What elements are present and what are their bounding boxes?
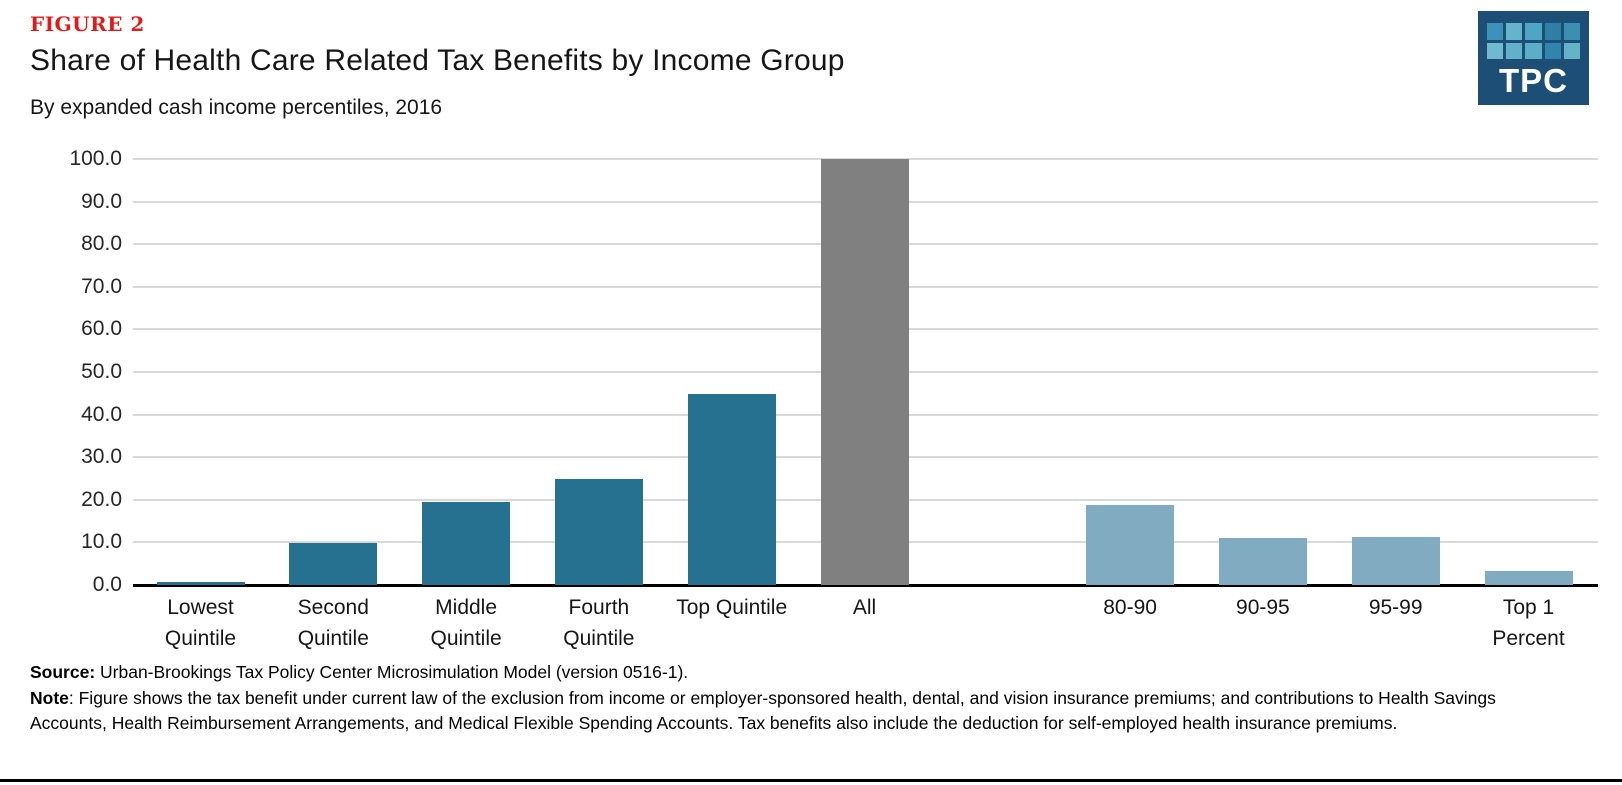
y-axis: 0.0 10.0 20.0 30.0 40.0 50.0 60.0 70.0 80.0 90.0 1… [22,147,122,596]
y-tick-label-0: 0.0 [92,573,122,596]
figure-label: FIGURE 2 [30,12,145,36]
logo-square [1487,23,1504,40]
x-label-second-quintile: Second Quintile [263,592,403,654]
tpc-logo: TPC [1478,11,1589,105]
x-label-line: Middle [435,596,498,619]
y-tick-label-20: 20.0 [81,487,122,511]
bottom-divider [0,779,1622,782]
bar-fourth-quintile [554,478,643,585]
logo-square [1506,42,1523,59]
y-tick-label-90: 90.0 [81,189,122,213]
x-label-fourth-quintile: Fourth Quintile [529,592,669,654]
source-line: Source: Urban-Brookings Tax Policy Cente… [30,660,1555,686]
tpc-logo-text: TPC [1499,62,1568,99]
y-tick-label-60: 60.0 [81,317,122,341]
y-tick-label-70: 70.0 [81,274,122,298]
bar-95-99 [1351,536,1440,585]
y-tick-label-40: 40.0 [81,402,122,426]
bar-lowest-quintile [156,582,245,585]
bar-middle-quintile [422,501,511,585]
source-label: Source: [30,662,96,682]
note-label: Note [30,687,69,708]
logo-square [1563,23,1580,40]
y-tick-label-80: 80.0 [81,232,122,256]
y-tick-label-100: 100.0 [69,147,122,170]
x-label-all: All [795,592,935,623]
note-line: Note: Figure shows the tax benefit under… [30,686,1555,737]
logo-square [1506,23,1523,40]
x-label-top-quintile: Top Quintile [662,592,802,623]
bar-all [820,159,909,585]
x-label-line: Quintile [430,627,502,650]
page-title: Share of Health Care Related Tax Benefit… [30,44,845,77]
x-label-line: Top Quintile [676,596,788,619]
plot-area [133,158,1598,587]
x-label-line: Quintile [297,627,369,650]
x-label-line: Quintile [164,627,237,650]
x-label-lowest-quintile: Lowest Quintile [131,592,271,654]
chart-subtitle: By expanded cash income percentiles, 201… [30,96,443,119]
bar-80-90 [1086,504,1175,585]
bar-top-quintile [687,393,776,585]
x-axis-labels: Lowest Quintile Second Quintile Middle Quinti… [133,592,1598,656]
bar-top-1-percent [1484,570,1573,585]
x-label-line: 80-90 [1103,596,1157,619]
bar-second-quintile [289,543,378,585]
x-label-line: Second [297,596,369,619]
x-label-line: Percent [1492,627,1565,650]
x-axis-line [133,584,1598,587]
x-label-line: 95-99 [1368,596,1423,619]
x-label-line: Lowest [167,596,234,619]
x-label-middle-quintile: Middle Quintile [396,592,536,654]
tpc-logo-squares-grid [1487,23,1580,59]
x-label-line: Quintile [563,627,635,650]
x-label-80-90: 80-90 [1060,592,1200,623]
logo-square [1544,23,1561,40]
y-tick-label-30: 30.0 [81,445,122,469]
x-label-90-95: 90-95 [1193,592,1333,623]
x-label-line: 90-95 [1236,596,1290,619]
y-tick-label-50: 50.0 [81,360,122,383]
source-text: Urban-Brookings Tax Policy Center Micros… [95,662,689,682]
y-tick-label-10: 10.0 [81,530,122,554]
bar-90-95 [1218,538,1307,585]
logo-square [1563,42,1580,59]
logo-square [1487,42,1504,59]
logo-square [1544,42,1561,59]
x-label-line: Fourth [568,596,630,619]
x-label-95-99: 95-99 [1326,592,1466,623]
note-text: : Figure shows the tax benefit under cur… [30,687,1496,734]
logo-square [1525,23,1542,40]
logo-square [1525,42,1542,59]
x-label-line: Top 1 [1502,596,1555,619]
x-label-line: All [852,596,877,619]
footer-notes: Source: Urban-Brookings Tax Policy Cente… [30,660,1555,737]
x-label-top-1-percent: Top 1 Percent [1459,592,1599,654]
